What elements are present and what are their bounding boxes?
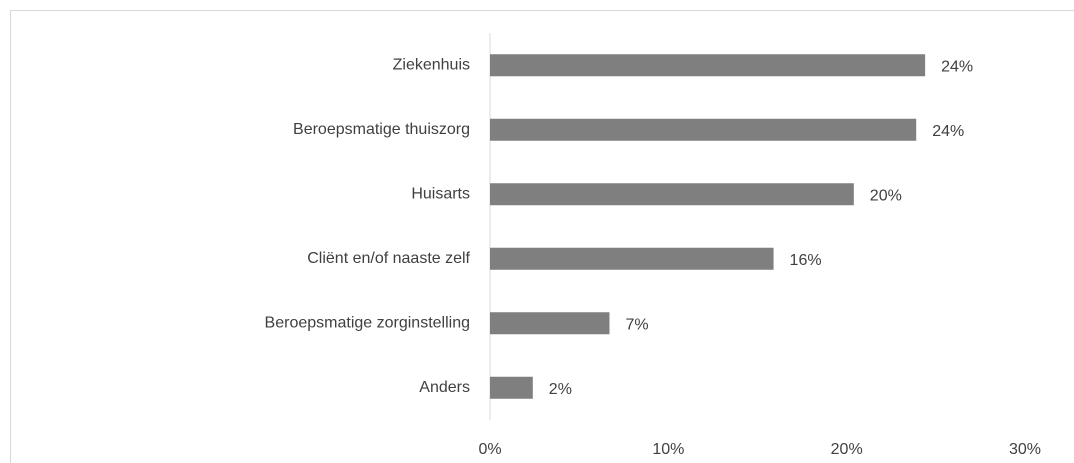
value-label: 7%: [625, 316, 648, 333]
bar: [490, 247, 774, 270]
bar: [490, 54, 926, 77]
x-tick-label: 10%: [652, 441, 684, 458]
value-label: 2%: [549, 381, 572, 398]
bar: [490, 118, 917, 141]
y-tick-label: Beroepsmatige thuiszorg: [293, 121, 470, 138]
chart-border: [10, 10, 1074, 463]
value-label: 24%: [932, 123, 964, 140]
y-tick-label: Huisarts: [411, 185, 470, 202]
value-label: 20%: [870, 187, 902, 204]
x-tick-label: 20%: [831, 441, 863, 458]
x-tick-label: 0%: [478, 441, 501, 458]
y-tick-label: Cliënt en/of naaste zelf: [307, 250, 470, 267]
x-tick-label: 30%: [1009, 441, 1041, 458]
bar: [490, 376, 533, 399]
value-label: 24%: [941, 58, 973, 75]
bar: [490, 183, 854, 206]
value-label: 16%: [790, 252, 822, 269]
bar: [490, 312, 610, 335]
y-tick-label: Anders: [419, 379, 470, 396]
y-tick-label: Ziekenhuis: [393, 56, 470, 73]
y-tick-label: Beroepsmatige zorginstelling: [265, 314, 470, 331]
